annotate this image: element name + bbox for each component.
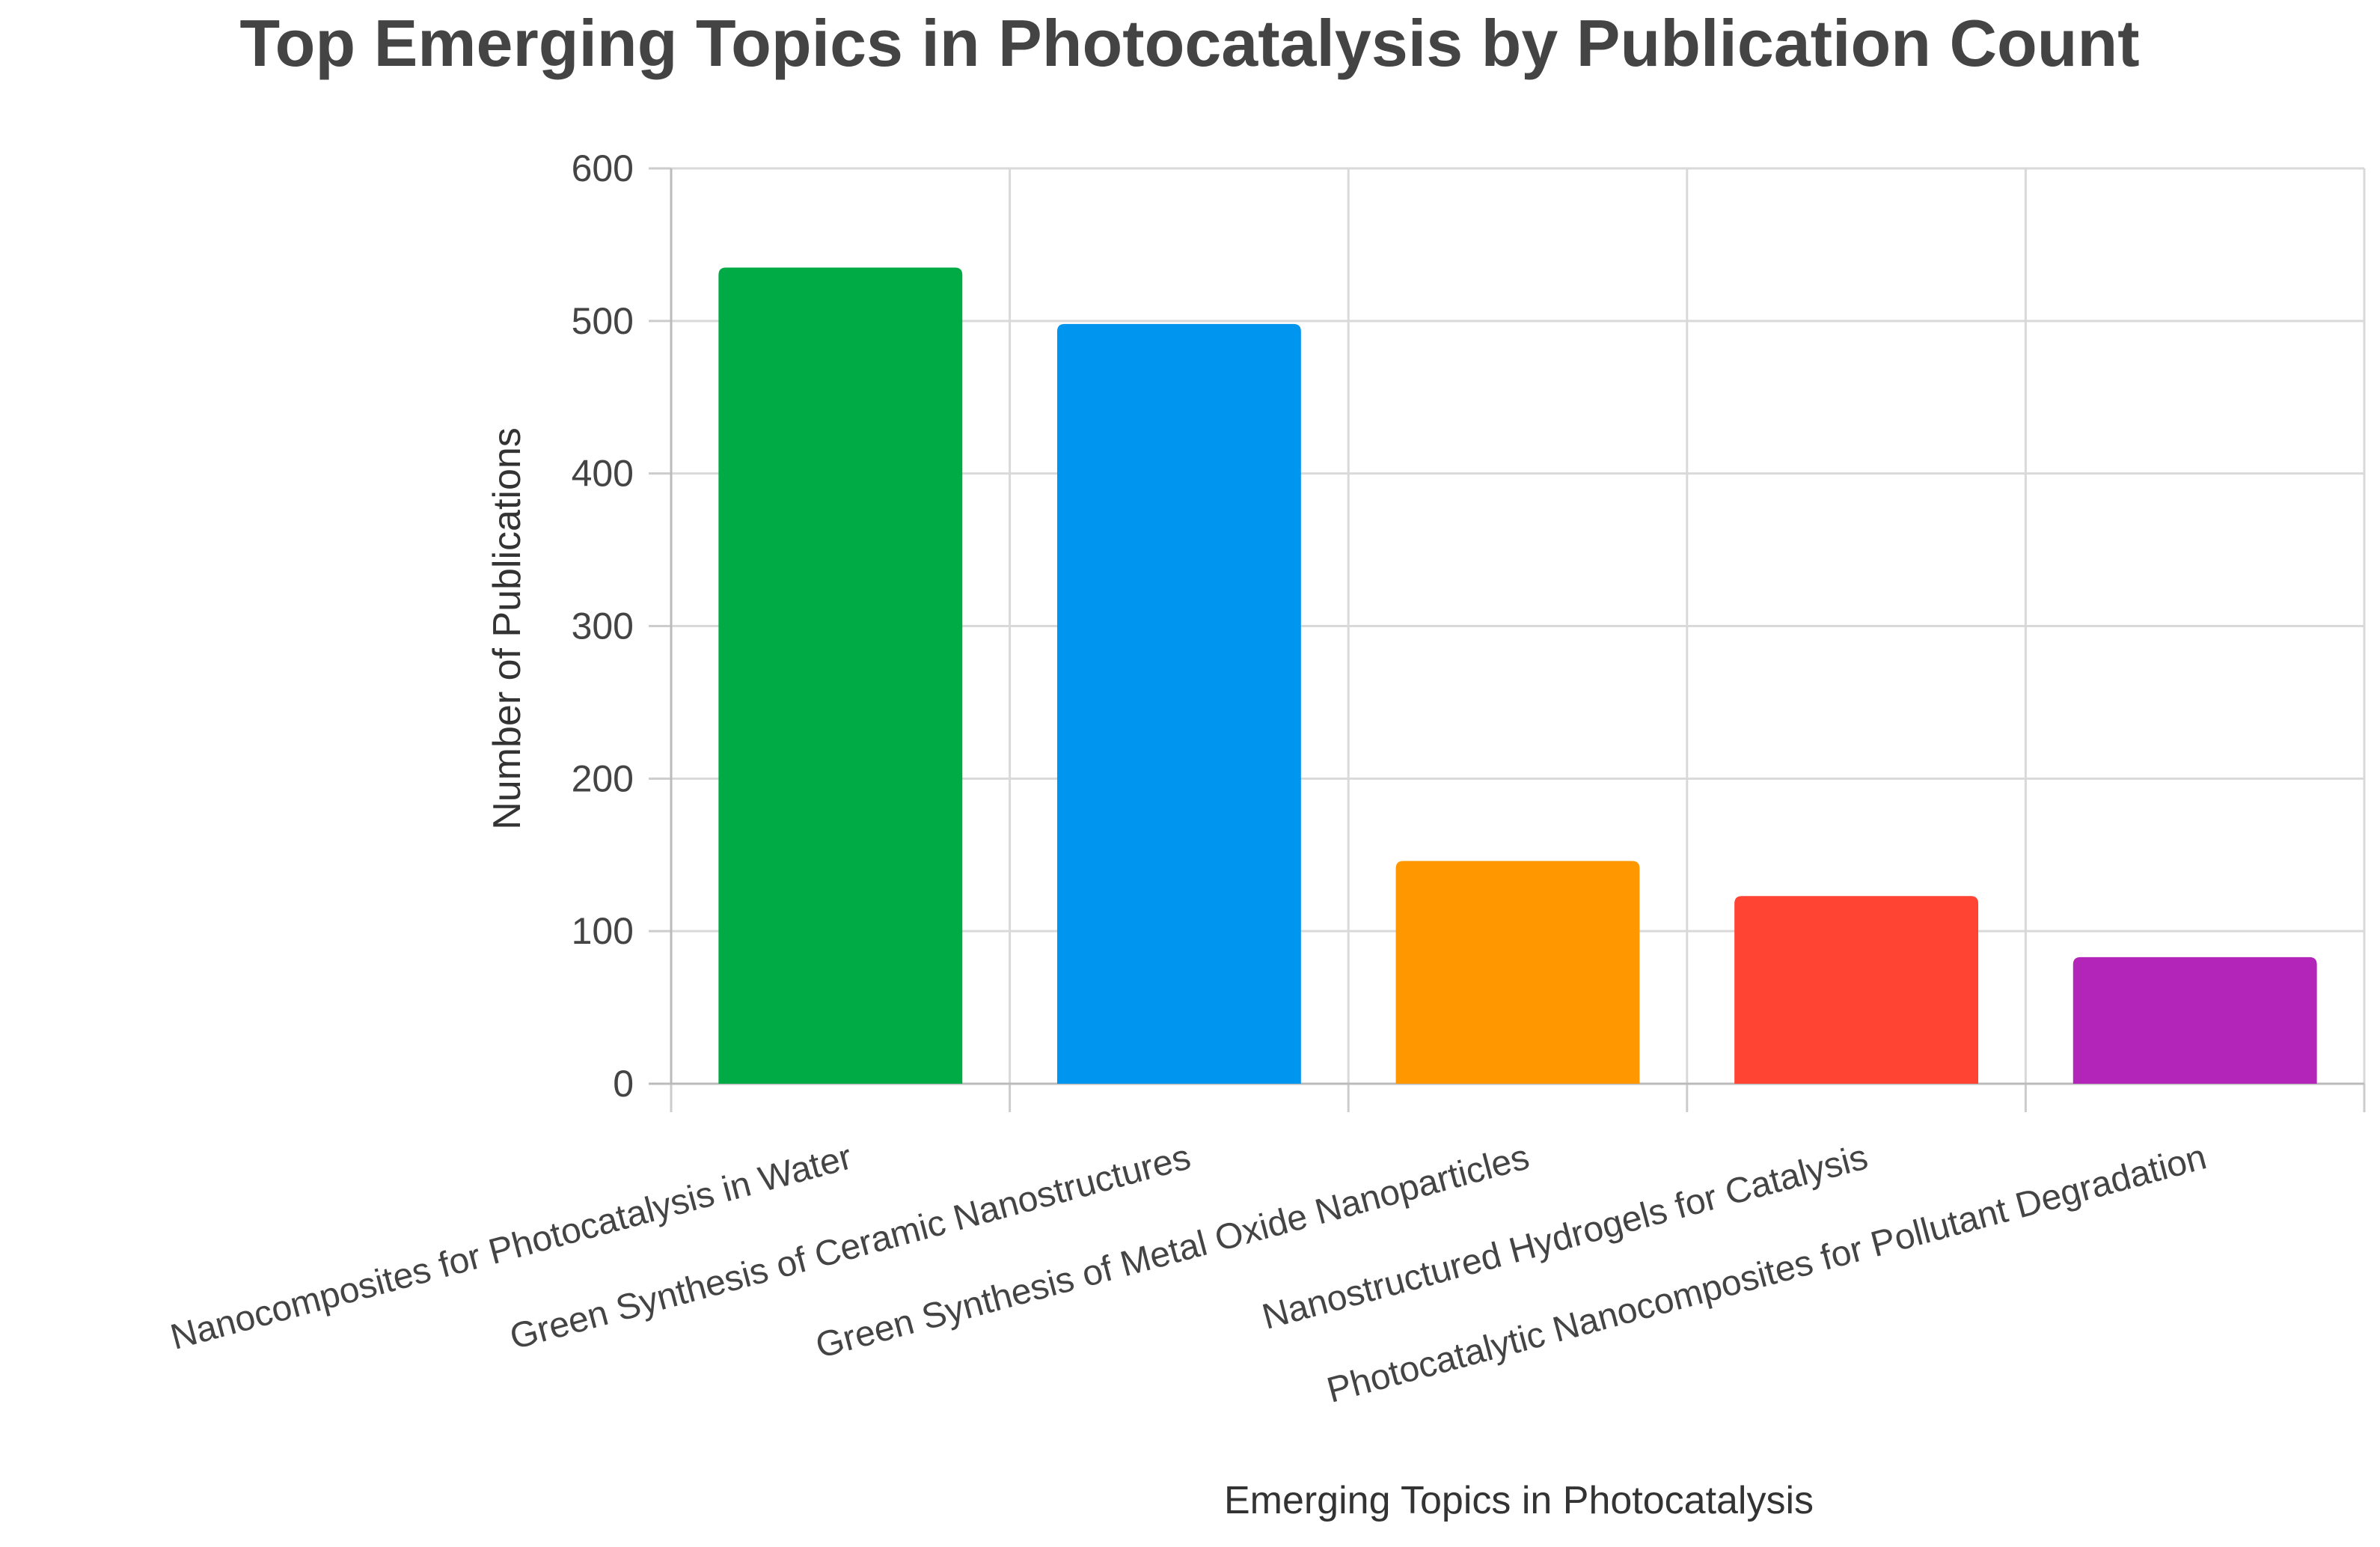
y-axis-title: Number of Publications: [486, 427, 529, 830]
bar-2[interactable]: [1056, 323, 1301, 1084]
bar-1[interactable]: [718, 267, 963, 1084]
bar-3[interactable]: [1395, 861, 1640, 1084]
x-axis-title: Emerging Topics in Photocatalysis: [1224, 1479, 1814, 1522]
y-tick-labels: 0 100 200 300 400 500 600: [572, 147, 634, 1105]
y-tick-label: 100: [572, 910, 634, 952]
bar-5[interactable]: [2072, 956, 2317, 1084]
bar-4[interactable]: [1734, 896, 1979, 1084]
chart-title: Top Emerging Topics in Photocatalysis by…: [239, 6, 2139, 80]
y-tick-label: 400: [572, 453, 634, 495]
y-tick-label: 300: [572, 605, 634, 647]
y-tick-label: 600: [572, 147, 634, 189]
x-tick-labels: Nanocomposites for Photocatalysis in Wat…: [166, 1137, 2210, 1410]
y-tick-label: 0: [613, 1063, 634, 1105]
bars: [718, 267, 2317, 1084]
y-tick-label: 200: [572, 757, 634, 799]
y-tick-label: 500: [572, 300, 634, 342]
